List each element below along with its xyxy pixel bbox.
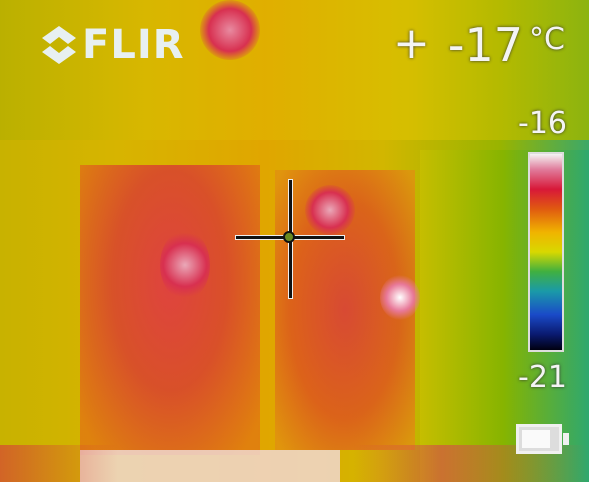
warm-region-left — [80, 165, 260, 455]
hot-spot-center — [305, 185, 355, 235]
crosshair-center-dot — [283, 231, 295, 243]
battery-tip — [563, 433, 569, 445]
scale-max-label: -16 — [518, 106, 567, 141]
upper-wall-band — [0, 0, 589, 140]
brand-logo: FLIR — [42, 22, 185, 68]
hot-spot-left — [160, 230, 210, 300]
spot-temperature-readout: + -17 °C — [393, 18, 565, 72]
spot-crosshair — [236, 180, 344, 298]
battery-level-fill — [522, 430, 550, 448]
battery-icon — [516, 424, 569, 454]
crosshair-symbol: + — [393, 18, 430, 69]
bottom-warm-strip — [0, 445, 589, 482]
brand-name: FLIR — [82, 22, 185, 68]
scale-min-label: -21 — [518, 360, 567, 395]
spot-temperature-value: -17 — [447, 18, 524, 72]
temperature-unit: °C — [529, 22, 565, 57]
flir-logo-icon — [42, 26, 76, 64]
hot-spot-right — [380, 275, 420, 320]
hot-spot-top — [200, 0, 260, 60]
color-scale-bar — [528, 152, 564, 352]
